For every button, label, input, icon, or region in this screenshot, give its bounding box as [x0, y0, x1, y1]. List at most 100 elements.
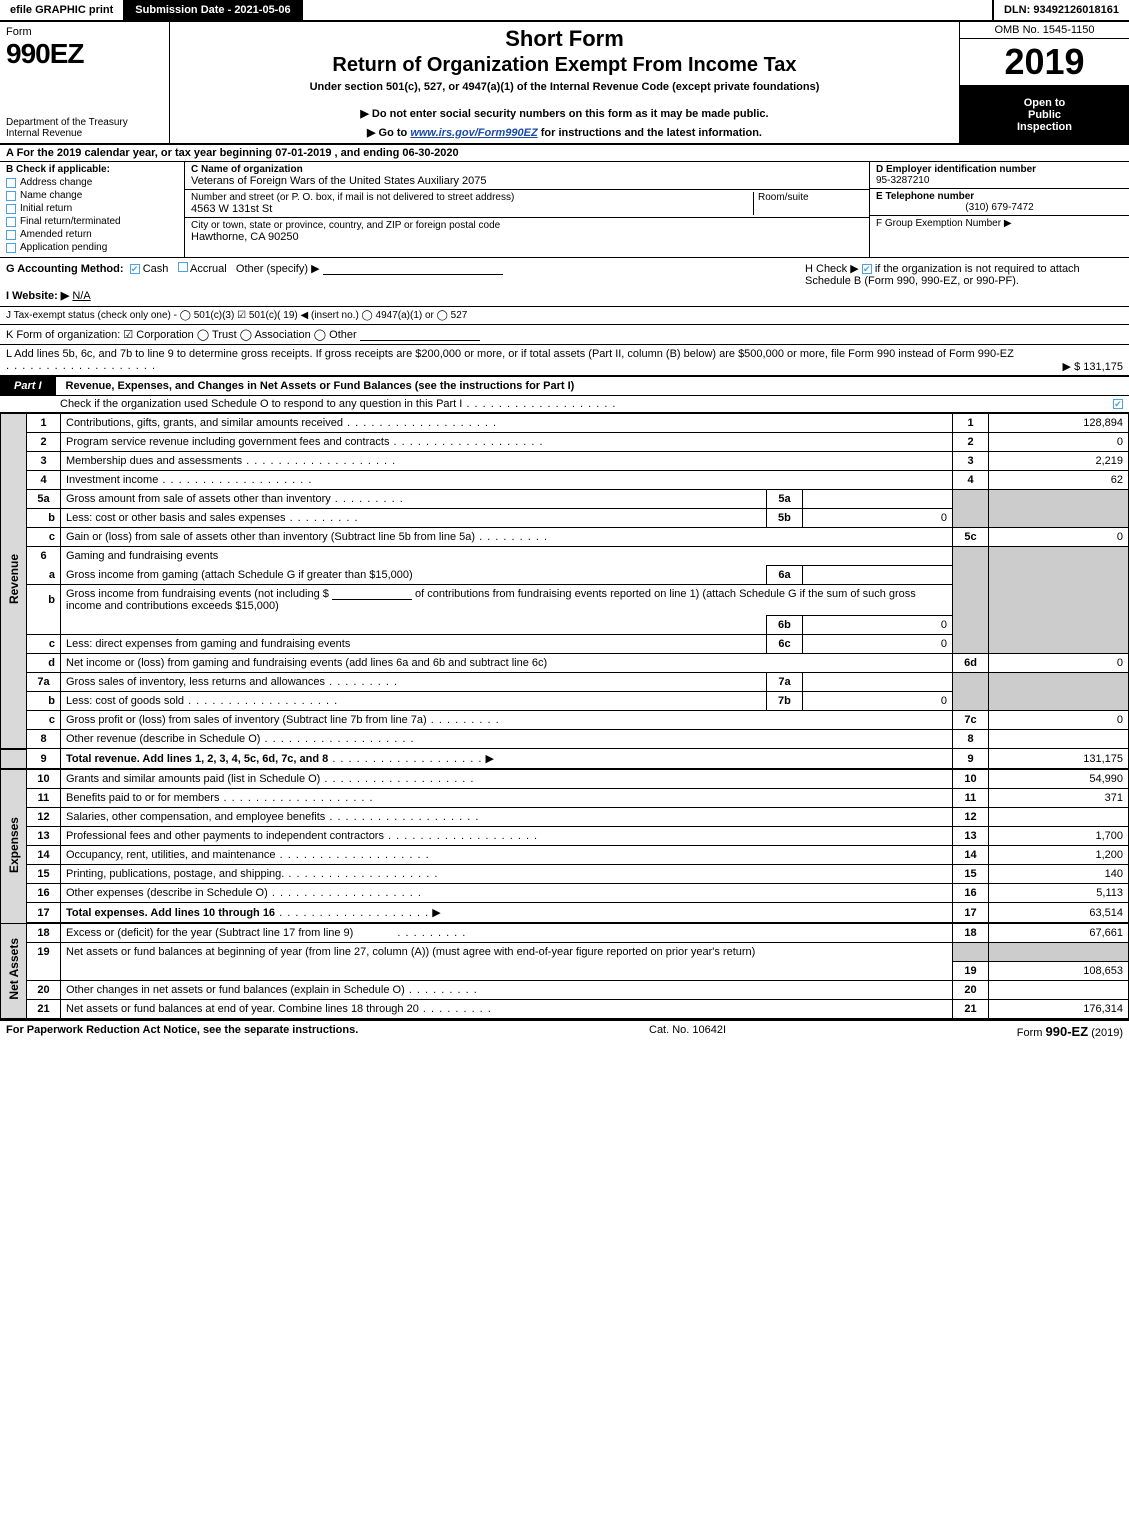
ln-3: 3: [27, 452, 61, 471]
midval-6b: 0: [802, 616, 952, 635]
ln-19b: [27, 961, 61, 980]
desc-5c: Gain or (loss) from sale of assets other…: [61, 528, 953, 547]
topbar: efile GRAPHIC print Submission Date - 20…: [0, 0, 1129, 22]
phone-label: E Telephone number: [876, 191, 1123, 202]
shade-5a-v: [989, 490, 1129, 509]
desc-5a: Gross amount from sale of assets other t…: [61, 490, 767, 509]
chk-cash[interactable]: [130, 264, 140, 274]
tax-year: 2019: [960, 39, 1129, 86]
desc-5b: Less: cost or other basis and sales expe…: [61, 509, 767, 528]
row-l-text: L Add lines 5b, 6c, and 7b to line 9 to …: [6, 348, 1014, 360]
footer-left: For Paperwork Reduction Act Notice, see …: [6, 1024, 358, 1036]
ln-20: 20: [27, 980, 61, 999]
ln-6c: c: [27, 635, 61, 654]
ln-7a: 7a: [27, 673, 61, 692]
rn-9: 9: [953, 749, 989, 770]
val-13: 1,700: [989, 827, 1129, 846]
rn-6d: 6d: [953, 654, 989, 673]
city-value: Hawthorne, CA 90250: [191, 231, 863, 243]
lbl-name-change: Name change: [20, 190, 82, 201]
efile-print-button[interactable]: efile GRAPHIC print: [0, 0, 125, 20]
row-l-dots: [6, 360, 156, 372]
submission-date-button[interactable]: Submission Date - 2021-05-06: [125, 0, 302, 20]
inspection-l2: Public: [964, 109, 1125, 121]
ln-1: 1: [27, 414, 61, 433]
ln-7c: c: [27, 711, 61, 730]
desc-6d: Net income or (loss) from gaming and fun…: [61, 654, 953, 673]
shade-19-v: [989, 943, 1129, 962]
desc-21: Net assets or fund balances at end of ye…: [61, 999, 953, 1018]
part-1-tab: Part I: [0, 377, 56, 395]
rn-1: 1: [953, 414, 989, 433]
other-org-input[interactable]: [360, 329, 480, 341]
val-19: 108,653: [989, 961, 1129, 980]
ln-8: 8: [27, 730, 61, 749]
ln-15: 15: [27, 865, 61, 884]
shade-7b-v: [989, 692, 1129, 711]
fundraising-amount-input[interactable]: [332, 588, 412, 600]
desc-6b-top: Gross income from fundraising events (no…: [61, 585, 953, 616]
ln-17: 17: [27, 903, 61, 924]
desc-9: Total revenue. Add lines 1, 2, 3, 4, 5c,…: [61, 749, 953, 770]
desc-8: Other revenue (describe in Schedule O): [61, 730, 953, 749]
ln-6b-cont: [27, 616, 61, 635]
section-c: C Name of organization Veterans of Forei…: [185, 162, 869, 257]
ln-18: 18: [27, 923, 61, 943]
ln-5c: c: [27, 528, 61, 547]
room-suite: Room/suite: [753, 192, 863, 215]
note2-suffix: for instructions and the latest informat…: [538, 127, 762, 139]
ln-16: 16: [27, 884, 61, 903]
desc-11: Benefits paid to or for members: [61, 789, 953, 808]
val-16: 5,113: [989, 884, 1129, 903]
shade-7a-r: [953, 673, 989, 692]
shade-6b-r: [953, 585, 989, 616]
instructions-link[interactable]: www.irs.gov/Form990EZ: [410, 127, 537, 139]
val-15: 140: [989, 865, 1129, 884]
chk-name-change[interactable]: [6, 191, 16, 201]
header-right: OMB No. 1545-1150 2019 Open to Public In…: [959, 22, 1129, 143]
lbl-final-return: Final return/terminated: [20, 216, 121, 227]
rn-13: 13: [953, 827, 989, 846]
desc-4: Investment income: [61, 471, 953, 490]
note2-prefix: ▶ Go to: [367, 127, 410, 139]
sidebar-revenue: Revenue: [1, 414, 27, 749]
rn-10: 10: [953, 769, 989, 789]
street-label: Number and street (or P. O. box, if mail…: [191, 192, 753, 203]
desc-2: Program service revenue including govern…: [61, 433, 953, 452]
chk-accrual[interactable]: [178, 262, 188, 272]
i-label: I Website: ▶: [6, 290, 69, 302]
ln-6a: a: [27, 566, 61, 585]
sidebar-expenses: Expenses: [1, 769, 27, 923]
chk-amended-return[interactable]: [6, 230, 16, 240]
ln-6: 6: [27, 547, 61, 566]
h-check-prefix: H Check ▶: [805, 263, 859, 275]
page-footer: For Paperwork Reduction Act Notice, see …: [0, 1019, 1129, 1042]
chk-initial-return[interactable]: [6, 204, 16, 214]
ln-6d: d: [27, 654, 61, 673]
desc-17: Total expenses. Add lines 10 through 16: [61, 903, 953, 924]
chk-address-change[interactable]: [6, 178, 16, 188]
mid-7b: 7b: [766, 692, 802, 711]
shade-6c-r: [953, 635, 989, 654]
desc-7c: Gross profit or (loss) from sales of inv…: [61, 711, 953, 730]
ln-19: 19: [27, 943, 61, 962]
street-value: 4563 W 131st St: [191, 203, 753, 215]
chk-schedule-b-not-required[interactable]: [862, 264, 872, 274]
row-gh: G Accounting Method: Cash Accrual Other …: [0, 258, 1129, 307]
ln-6b: b: [27, 585, 61, 616]
val-10: 54,990: [989, 769, 1129, 789]
val-14: 1,200: [989, 846, 1129, 865]
rn-16: 16: [953, 884, 989, 903]
desc-19: Net assets or fund balances at beginning…: [61, 943, 953, 962]
desc-6a: Gross income from gaming (attach Schedul…: [61, 566, 767, 585]
org-name-label: C Name of organization: [191, 164, 863, 175]
other-method-input[interactable]: [323, 263, 503, 275]
rn-7c: 7c: [953, 711, 989, 730]
chk-final-return[interactable]: [6, 217, 16, 227]
ln-7b: b: [27, 692, 61, 711]
lbl-initial-return: Initial return: [20, 203, 72, 214]
chk-application-pending[interactable]: [6, 243, 16, 253]
ln-12: 12: [27, 808, 61, 827]
chk-schedule-o[interactable]: [1113, 399, 1123, 409]
sidebar-netassets: Net Assets: [1, 923, 27, 1018]
